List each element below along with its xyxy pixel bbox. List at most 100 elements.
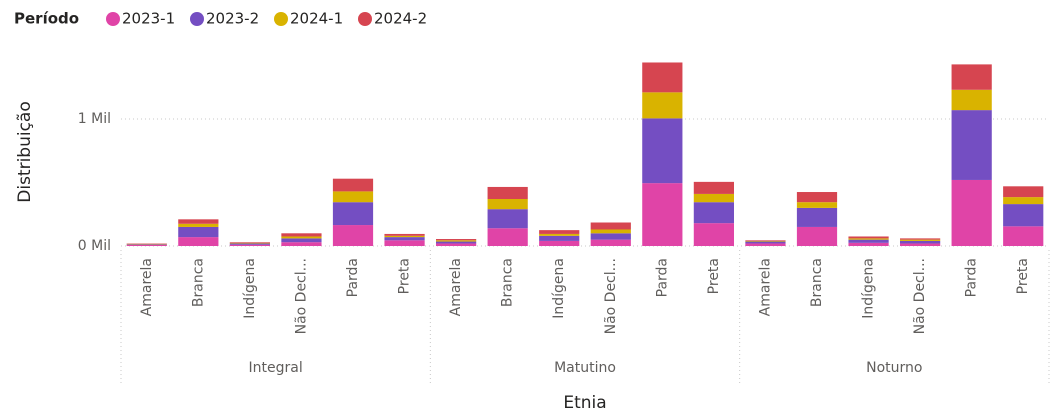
bar-segment — [951, 110, 992, 180]
bar-segment — [126, 244, 167, 246]
x-tick-label: Branca — [500, 258, 516, 307]
bar-segment — [384, 237, 425, 241]
legend-title: Período — [14, 10, 79, 28]
bar-segment — [642, 183, 683, 246]
bar-segment — [487, 228, 528, 246]
legend-label: 2023-1 — [122, 10, 175, 28]
group-label: Noturno — [866, 360, 922, 376]
x-tick-label: Branca — [190, 258, 206, 307]
bar-segment — [900, 240, 941, 244]
bar-segment — [848, 236, 889, 239]
x-tick-label: Parda — [654, 258, 670, 297]
bar-segment — [1003, 197, 1044, 205]
group-label: Integral — [249, 360, 303, 376]
bar-segment — [900, 239, 941, 241]
bar-segment — [126, 243, 167, 245]
bar-segment — [539, 240, 580, 246]
x-axis-title: Etnia — [563, 393, 606, 413]
bar-segment — [642, 118, 683, 184]
bar-segment — [745, 240, 786, 241]
y-tick-label: 1 Mil — [78, 111, 111, 127]
bar-segment — [436, 239, 477, 241]
bar-segment — [178, 237, 219, 246]
bar-segment — [332, 191, 374, 203]
bar-segment — [693, 223, 734, 246]
bar-segment — [229, 242, 270, 243]
x-tick-label: Indígena — [861, 258, 877, 319]
bar-segment — [642, 92, 683, 119]
legend-label: 2024-2 — [374, 10, 427, 28]
x-tick-label: Indígena — [551, 258, 567, 319]
legend-marker — [106, 12, 120, 26]
bar-segment — [178, 226, 219, 238]
bar-segment — [796, 207, 838, 227]
bar-segment — [487, 186, 528, 200]
bar-segment — [848, 242, 889, 246]
bar-segment — [848, 239, 889, 243]
bar-segment — [332, 225, 374, 246]
legend-marker — [358, 12, 372, 26]
legend-marker — [274, 12, 288, 26]
bar-segment — [539, 235, 580, 241]
bar-segment — [848, 238, 889, 240]
bar-segment — [436, 243, 477, 246]
bar-segment — [126, 244, 167, 245]
y-axis-title: Distribuição — [15, 101, 35, 203]
bar-segment — [539, 230, 580, 234]
x-tick-label: Não Decl... — [912, 258, 928, 334]
x-tick-label: Indígena — [242, 258, 258, 319]
legend-label: 2023-2 — [206, 10, 259, 28]
x-tick-label: Parda — [964, 258, 980, 297]
bar-segment — [1003, 186, 1044, 198]
bar-segment — [229, 243, 270, 245]
x-tick-label: Parda — [345, 258, 361, 297]
bar-segment — [900, 238, 941, 240]
bar-segment — [693, 202, 734, 224]
bar-segment — [590, 239, 631, 246]
bar-segment — [281, 233, 322, 237]
bar-segment — [487, 209, 528, 229]
bar-segment — [642, 62, 683, 93]
group-label: Matutino — [554, 360, 616, 376]
bar-segment — [745, 243, 786, 246]
bar-segment — [796, 202, 838, 208]
bar-segment — [745, 241, 786, 244]
bar-segment — [693, 181, 734, 194]
bar-segment — [229, 244, 270, 246]
bar-segment — [436, 240, 477, 242]
bar-segment — [539, 233, 580, 236]
x-tick-label: Não Decl... — [293, 258, 309, 334]
x-tick-label: Amarela — [757, 258, 773, 316]
bar-segment — [178, 219, 219, 224]
bar-segment — [796, 192, 838, 203]
x-tick-label: Preta — [397, 258, 413, 294]
x-tick-label: Amarela — [139, 258, 155, 316]
bar-segment — [1003, 204, 1044, 227]
bar-segment — [590, 233, 631, 240]
bar-segment — [590, 222, 631, 230]
bar-segment — [900, 243, 941, 246]
bar-segment — [332, 202, 374, 226]
legend-label: 2024-1 — [290, 10, 343, 28]
x-tick-label: Preta — [1015, 258, 1031, 294]
legend-marker — [190, 12, 204, 26]
x-tick-label: Branca — [809, 258, 825, 307]
bar-segment — [1003, 226, 1044, 246]
bar-segment — [384, 235, 425, 238]
bar-segment — [384, 240, 425, 246]
bar-segment — [951, 179, 992, 246]
bar-segment — [229, 242, 270, 244]
bar-segment — [281, 236, 322, 239]
x-tick-label: Não Decl... — [603, 258, 619, 334]
bar-segment — [590, 229, 631, 234]
x-tick-label: Preta — [706, 258, 722, 294]
bar-segment — [384, 233, 425, 236]
y-tick-label: 0 Mil — [78, 238, 111, 254]
bar-segment — [487, 199, 528, 210]
x-tick-label: Amarela — [448, 258, 464, 316]
bar-segment — [436, 241, 477, 244]
bar-segment — [281, 242, 322, 246]
bar-segment — [693, 193, 734, 203]
